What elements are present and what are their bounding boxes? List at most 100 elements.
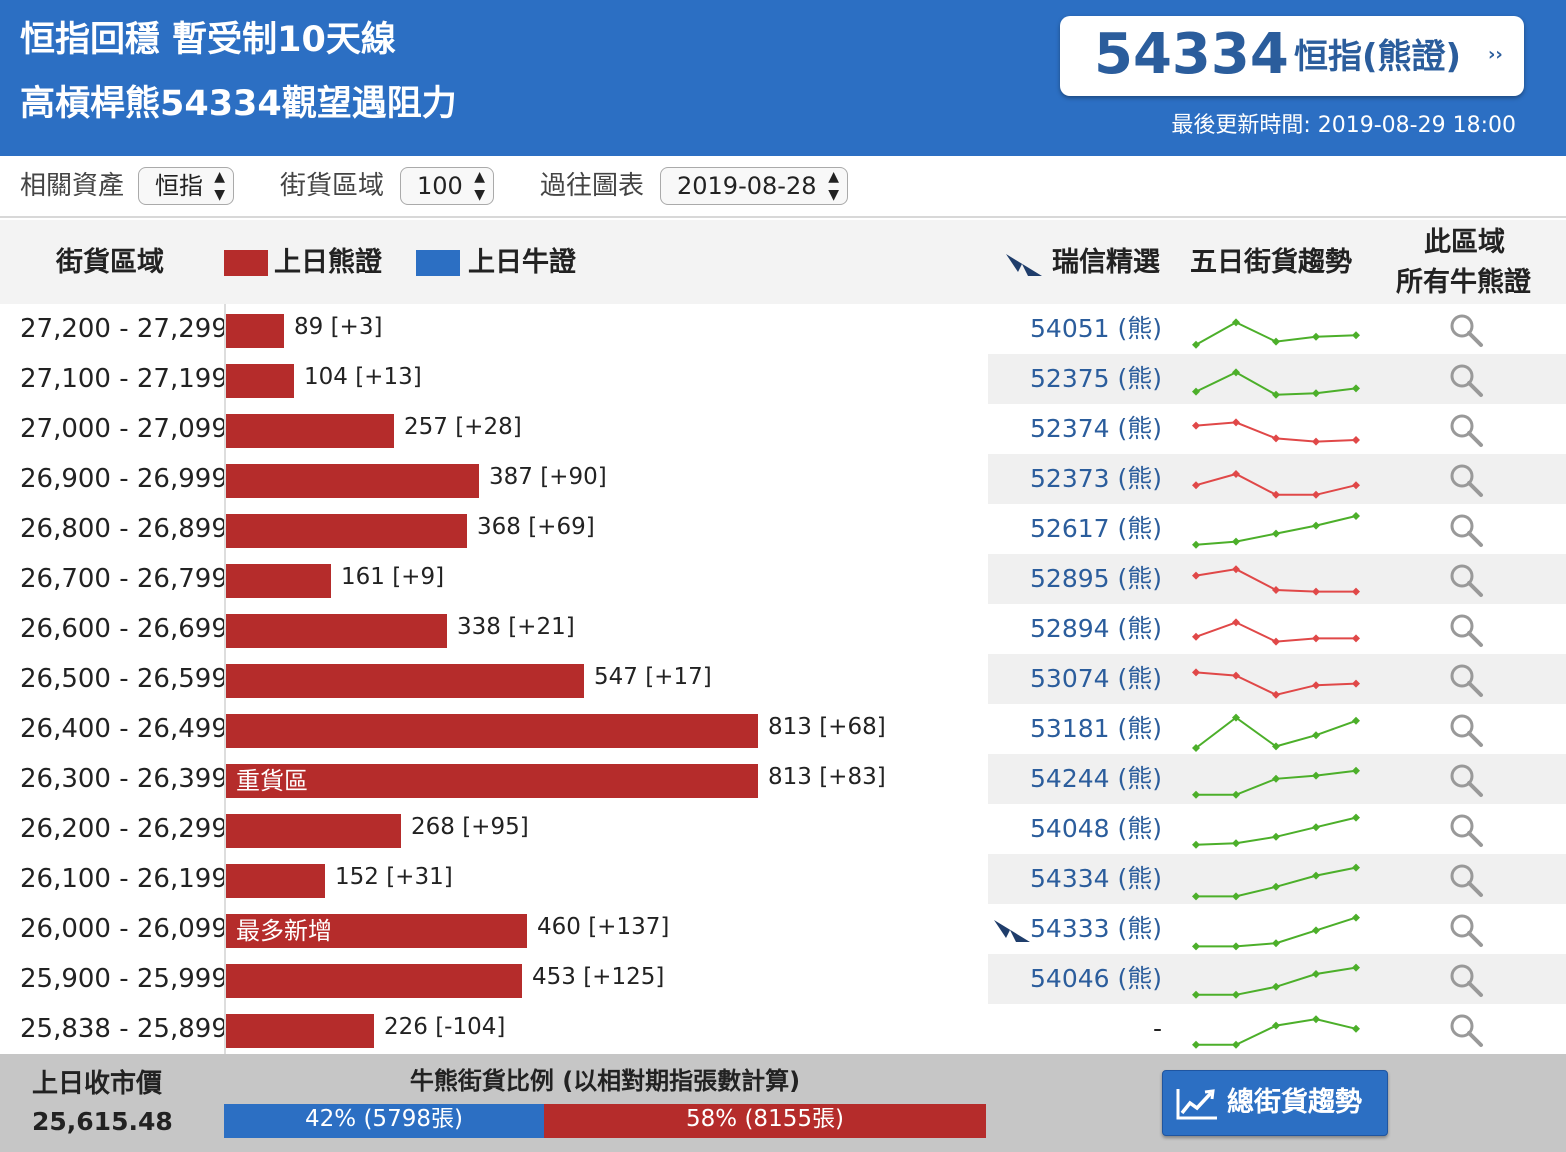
search-icon[interactable]: [1448, 962, 1484, 998]
sparkline-point: [1272, 1021, 1280, 1030]
search-icon[interactable]: [1448, 362, 1484, 398]
search-icon[interactable]: [1448, 912, 1484, 948]
bar-value-label: 338 [+21]: [457, 614, 575, 640]
double-chevron-right-icon: ››: [1488, 44, 1503, 65]
sparkline-point: [1272, 390, 1280, 399]
trend-sparkline: [1192, 318, 1360, 349]
search-icon[interactable]: [1448, 812, 1484, 848]
search-icon[interactable]: [1448, 412, 1484, 448]
sparkline-point: [1232, 318, 1240, 327]
bar-tag: 重貨區: [236, 767, 308, 795]
zone-column-header: 街貨區域: [56, 247, 164, 278]
sparkline-point: [1272, 774, 1280, 783]
sparkline-point: [1352, 634, 1360, 643]
warrant-code-button[interactable]: 54334 恒指(熊證) ››: [1060, 16, 1524, 96]
pick-warrant-link[interactable]: 54046 (熊): [1030, 964, 1162, 993]
sparkline-point: [1312, 926, 1320, 935]
search-icon[interactable]: [1448, 562, 1484, 598]
asset-select[interactable]: 恒指 ▲ ▼: [138, 167, 234, 205]
pick-warrant-link[interactable]: 54048 (熊): [1030, 814, 1162, 843]
bull-legend-swatch: [416, 250, 460, 276]
bear-bar: [226, 314, 284, 348]
table-row: 26,700 - 26,799 161 [+9] 52895 (熊): [0, 554, 1566, 604]
table-row: 26,300 - 26,399 重貨區 813 [+83] 54244 (熊): [0, 754, 1566, 804]
sparkline-point: [1272, 742, 1280, 751]
pick-warrant-link: -: [1152, 1014, 1162, 1043]
bar-value-label: 368 [+69]: [477, 514, 595, 540]
sparkline-point: [1272, 982, 1280, 991]
bar-value-label: 460 [+137]: [537, 914, 670, 940]
prev-close-label: 上日收市價: [32, 1069, 163, 1099]
bar-value-label: 813 [+83]: [768, 764, 886, 790]
bear-bar: [226, 464, 479, 498]
table-row: 26,400 - 26,499 813 [+68] 53181 (熊): [0, 704, 1566, 754]
pick-warrant-link[interactable]: 54051 (熊): [1030, 314, 1162, 343]
search-icon[interactable]: [1448, 312, 1484, 348]
sparkline-point: [1232, 618, 1240, 627]
zone-select[interactable]: 100 ▲ ▼: [400, 167, 494, 205]
bear-bar: [226, 414, 394, 448]
pick-warrant-link[interactable]: 52375 (熊): [1030, 364, 1162, 393]
pick-warrant-link[interactable]: 52895 (熊): [1030, 564, 1162, 593]
search-icon[interactable]: [1448, 462, 1484, 498]
zone-range: 26,500 - 26,599: [20, 664, 228, 694]
bear-bar: 重貨區: [226, 764, 758, 798]
pick-warrant-link[interactable]: 54334 (熊): [1030, 864, 1162, 893]
sparkline-point: [1312, 490, 1320, 499]
last-updated: 最後更新時間: 2019-08-29 18:00: [1171, 113, 1516, 138]
trend-sparkline: [1192, 963, 1360, 999]
total-trend-button[interactable]: 總街貨趨勢: [1162, 1070, 1388, 1136]
sparkline-point: [1352, 963, 1360, 972]
sparkline-point: [1312, 731, 1320, 740]
pick-warrant-link[interactable]: 52374 (熊): [1030, 414, 1162, 443]
search-icon[interactable]: [1448, 762, 1484, 798]
pick-warrant-link[interactable]: 53074 (熊): [1030, 664, 1162, 693]
search-icon[interactable]: [1448, 512, 1484, 548]
bear-bar: [226, 664, 584, 698]
search-icon[interactable]: [1448, 862, 1484, 898]
sparkline-point: [1312, 389, 1320, 398]
pick-warrant-link[interactable]: 53181 (熊): [1030, 714, 1162, 743]
trend-sparkline: [1192, 713, 1360, 752]
trend-sparkline: [1192, 418, 1360, 446]
sparkline-point: [1232, 671, 1240, 680]
sparkline-point: [1312, 521, 1320, 530]
zone-range: 26,600 - 26,699: [20, 614, 228, 644]
sparkline-point: [1352, 766, 1360, 775]
filter-toolbar: 相關資產 恒指 ▲ ▼ 街貨區域 100 ▲ ▼ 過往圖表 2019-08-28 ▲…: [0, 156, 1566, 218]
sparkline-point: [1232, 470, 1240, 478]
zone-range: 26,800 - 26,899: [20, 514, 228, 544]
chart-label: 過往圖表: [540, 171, 645, 201]
search-icon[interactable]: [1448, 712, 1484, 748]
sparkline-point: [1232, 942, 1240, 951]
search-icon[interactable]: [1448, 662, 1484, 698]
bar-value-label: 152 [+31]: [335, 864, 453, 890]
pick-warrant-link[interactable]: 52373 (熊): [1030, 464, 1162, 493]
pick-warrant-link[interactable]: 54244 (熊): [1030, 764, 1162, 793]
select-arrows-icon: ▲ ▼: [214, 169, 225, 203]
sparkline-point: [1352, 512, 1360, 520]
search-icon[interactable]: [1448, 612, 1484, 648]
pick-warrant-link[interactable]: 52617 (熊): [1030, 514, 1162, 543]
headline-line2: 高槓桿熊54334觀望遇阻力: [20, 84, 457, 124]
bear-ratio-bar: 58% (8155張): [544, 1104, 986, 1138]
sparkline-point: [1192, 481, 1200, 490]
trend-sparkline: [1192, 863, 1360, 901]
warrant-type: 恒指(熊證): [1294, 37, 1462, 77]
bar-value-label: 104 [+13]: [304, 364, 422, 390]
bar-tag: 最多新增: [236, 917, 332, 945]
sparkline-point: [1272, 939, 1280, 948]
pick-warrant-link[interactable]: 52894 (熊): [1030, 614, 1162, 643]
chart-date-select[interactable]: 2019-08-28 ▲ ▼: [660, 167, 848, 205]
sparkline-point: [1352, 481, 1360, 490]
sparkline-point: [1352, 863, 1360, 872]
bar-value-label: 257 [+28]: [404, 414, 522, 440]
bull-legend-label: 上日牛證: [468, 247, 576, 278]
search-icon[interactable]: [1448, 1012, 1484, 1048]
trend-sparkline: [1192, 913, 1360, 951]
sparkline-point: [1352, 331, 1360, 340]
zone-range: 27,000 - 27,099: [20, 414, 228, 444]
header-banner: 恒指回穩 暫受制10天線 高槓桿熊54334觀望遇阻力 54334 恒指(熊證)…: [0, 0, 1566, 156]
sparkline-point: [1232, 839, 1240, 848]
pick-warrant-link[interactable]: 54333 (熊): [1030, 914, 1162, 943]
